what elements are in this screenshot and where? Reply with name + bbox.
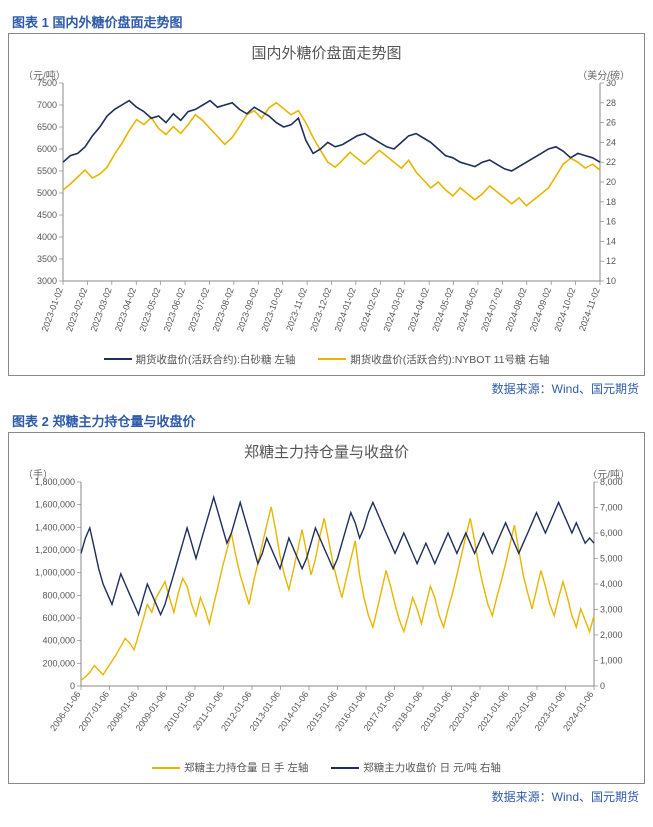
svg-text:2023-09-02: 2023-09-02 [235, 286, 260, 333]
svg-text:22: 22 [606, 157, 616, 167]
svg-text:2023-05-02: 2023-05-02 [137, 286, 162, 333]
chart1-svg: 3000350040004500500055006000650070007500… [19, 67, 634, 347]
svg-text:6,000: 6,000 [600, 528, 623, 538]
chart1-container: 国内外糖价盘面走势图 （元/吨） （美分/磅） 3000 3500 4000 4500… [8, 33, 645, 376]
svg-text:2023-07-02: 2023-07-02 [186, 286, 211, 333]
svg-text:2023-12-02: 2023-12-02 [308, 286, 333, 333]
svg-text:5500: 5500 [37, 166, 57, 176]
svg-text:20: 20 [606, 177, 616, 187]
svg-text:26: 26 [606, 118, 616, 128]
svg-text:800,000: 800,000 [42, 590, 75, 600]
figure2-label: 图表 2 郑糖主力持仓量与收盘价 [12, 411, 645, 430]
chart1-legend-label-2: 期货收盘价(活跃合约):NYBOT 11号糖 右轴 [350, 352, 549, 367]
svg-text:2023-02-02: 2023-02-02 [64, 286, 89, 333]
chart1-legend-item-1: 期货收盘价(活跃合约):白砂糖 左轴 [104, 352, 296, 367]
chart2-container: 郑糖主力持仓量与收盘价 （手） （元/吨） 0 200,000 400,000 600… [8, 432, 645, 785]
chart2-legend-item-2: 郑糖主力收盘价 日 元/吨 右轴 [331, 760, 501, 775]
chart2-legend-swatch-2 [331, 767, 359, 769]
svg-text:7,000: 7,000 [600, 502, 623, 512]
svg-text:3500: 3500 [37, 254, 57, 264]
svg-text:0: 0 [600, 681, 605, 691]
svg-text:6500: 6500 [37, 122, 57, 132]
svg-text:24: 24 [606, 137, 616, 147]
svg-text:3,000: 3,000 [600, 604, 623, 614]
svg-text:1,000: 1,000 [600, 655, 623, 665]
svg-text:12: 12 [606, 256, 616, 266]
svg-text:18: 18 [606, 197, 616, 207]
chart2-svg: 0 200,000 400,000 600,000 800,000 1,000,000 1,… [19, 466, 634, 756]
chart2-legend-label-1: 郑糖主力持仓量 日 手 左轴 [184, 760, 308, 775]
chart2-title: 郑糖主力持仓量与收盘价 [19, 441, 634, 462]
svg-text:4000: 4000 [37, 232, 57, 242]
svg-text:2024-01-02: 2024-01-02 [333, 286, 358, 333]
chart2-yleft-unit: （手） [23, 466, 53, 481]
chart1-legend-swatch-1 [104, 358, 132, 360]
svg-text:2024-08-02: 2024-08-02 [504, 286, 529, 333]
svg-text:1,200,000: 1,200,000 [35, 545, 75, 555]
chart2-legend-swatch-1 [152, 767, 180, 769]
chart1-legend-swatch-2 [318, 358, 346, 360]
svg-text:16: 16 [606, 217, 616, 227]
svg-text:2024-03-02: 2024-03-02 [381, 286, 406, 333]
chart2-plot-wrap: （手） （元/吨） 0 200,000 400,000 600,000 800,000 1… [19, 466, 634, 756]
svg-text:2024-05-02: 2024-05-02 [430, 286, 455, 333]
svg-text:2024-06-02: 2024-06-02 [455, 286, 480, 333]
figure1-label: 图表 1 国内外糖价盘面走势图 [12, 12, 645, 31]
chart1-source: 数据来源：Wind、国元期货 [8, 380, 639, 397]
chart1-title: 国内外糖价盘面走势图 [19, 42, 634, 63]
svg-text:4,000: 4,000 [600, 579, 623, 589]
chart1-plot-wrap: （元/吨） （美分/磅） 3000 3500 4000 4500 5000 5500 600… [19, 67, 634, 347]
svg-text:1,600,000: 1,600,000 [35, 499, 75, 509]
chart1-yleft-unit: （元/吨） [23, 67, 66, 82]
svg-text:6000: 6000 [37, 144, 57, 154]
chart1-yright-unit: （美分/磅） [577, 67, 630, 82]
svg-text:5,000: 5,000 [600, 553, 623, 563]
chart1-legend-label-1: 期货收盘价(活跃合约):白砂糖 左轴 [136, 352, 296, 367]
svg-text:2023-11-02: 2023-11-02 [284, 286, 309, 332]
svg-text:2023-10-02: 2023-10-02 [259, 286, 284, 333]
svg-text:2024-09-02: 2024-09-02 [528, 286, 553, 333]
svg-text:2024-04-02: 2024-04-02 [406, 286, 431, 333]
svg-text:2023-04-02: 2023-04-02 [113, 286, 138, 333]
chart1-legend: 期货收盘价(活跃合约):白砂糖 左轴 期货收盘价(活跃合约):NYBOT 11号… [19, 347, 634, 369]
svg-text:2,000: 2,000 [600, 630, 623, 640]
svg-text:2023-01-02: 2023-01-02 [40, 286, 65, 333]
svg-text:1,400,000: 1,400,000 [35, 522, 75, 532]
svg-text:400,000: 400,000 [42, 635, 75, 645]
chart2-legend-item-1: 郑糖主力持仓量 日 手 左轴 [152, 760, 308, 775]
chart2-source: 数据来源：Wind、国元期货 [8, 788, 639, 805]
svg-text:2024-10-02: 2024-10-02 [552, 286, 577, 333]
svg-text:1,000,000: 1,000,000 [35, 567, 75, 577]
svg-text:4500: 4500 [37, 210, 57, 220]
svg-text:2024-11-02: 2024-11-02 [577, 286, 602, 332]
svg-text:10: 10 [606, 276, 616, 286]
svg-text:7000: 7000 [37, 100, 57, 110]
svg-text:3000: 3000 [37, 276, 57, 286]
svg-text:2023-06-02: 2023-06-02 [162, 286, 187, 333]
svg-text:14: 14 [606, 236, 616, 246]
svg-text:2023-03-02: 2023-03-02 [89, 286, 114, 333]
svg-text:5000: 5000 [37, 188, 57, 198]
chart1-legend-item-2: 期货收盘价(活跃合约):NYBOT 11号糖 右轴 [318, 352, 549, 367]
chart2-legend: 郑糖主力持仓量 日 手 左轴 郑糖主力收盘价 日 元/吨 右轴 [19, 756, 634, 778]
svg-text:600,000: 600,000 [42, 613, 75, 623]
svg-text:2024-07-02: 2024-07-02 [479, 286, 504, 333]
svg-text:2023-08-02: 2023-08-02 [211, 286, 236, 333]
chart2-legend-label-2: 郑糖主力收盘价 日 元/吨 右轴 [363, 760, 501, 775]
svg-text:28: 28 [606, 98, 616, 108]
svg-text:2024-02-02: 2024-02-02 [357, 286, 382, 333]
svg-text:200,000: 200,000 [42, 658, 75, 668]
chart2-yright-unit: （元/吨） [587, 466, 630, 481]
